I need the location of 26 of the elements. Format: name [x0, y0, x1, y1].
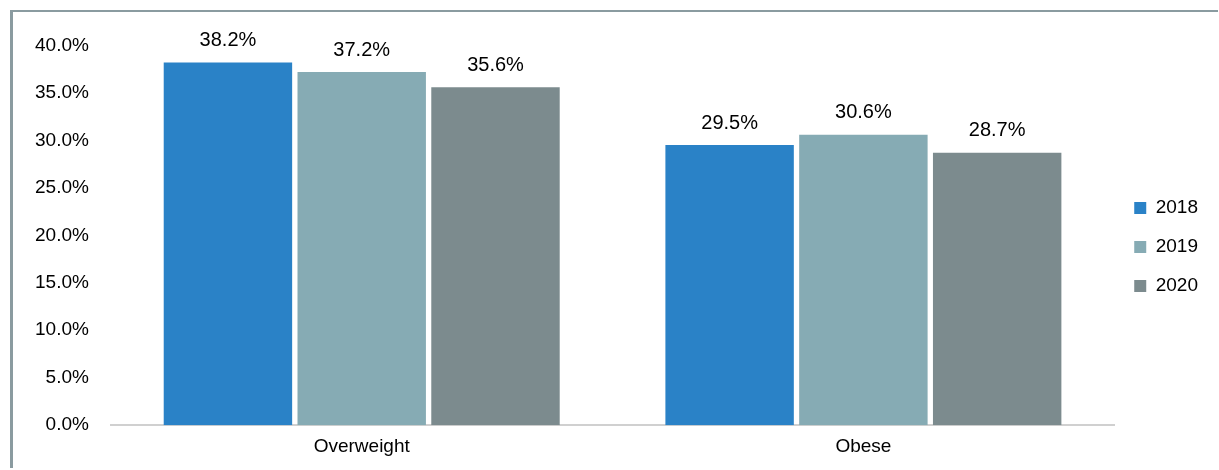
legend-label: 2018: [1155, 196, 1199, 218]
bar: [297, 71, 426, 426]
text: 37.2%: [333, 37, 391, 60]
x-tick-label: Obese: [835, 434, 892, 456]
bar: [665, 145, 794, 426]
bar: [163, 62, 293, 426]
text: 28.7%: [968, 118, 1026, 141]
x-tick-label: Overweight: [313, 434, 411, 456]
y-tick-label: 15.0%: [35, 271, 89, 293]
y-tick-label: 0.0%: [45, 413, 89, 435]
y-tick-label: 20.0%: [35, 223, 89, 245]
bar: [932, 152, 1062, 426]
text: 30.6%: [835, 100, 892, 123]
legend-label: 2019: [1155, 235, 1199, 257]
bar: [431, 87, 560, 426]
legend-label: 2020: [1155, 274, 1199, 296]
y-tick-label: 10.0%: [35, 318, 89, 340]
bar: [799, 134, 928, 426]
y-tick-label: 25.0%: [35, 176, 89, 198]
text: 38.2%: [199, 28, 257, 51]
y-tick-label: 30.0%: [35, 128, 89, 150]
text: 35.6%: [467, 52, 524, 75]
y-tick-label: 40.0%: [35, 33, 89, 55]
text: 29.5%: [701, 110, 758, 133]
y-tick-label: 35.0%: [35, 81, 89, 103]
y-tick-label: 5.0%: [45, 365, 89, 387]
